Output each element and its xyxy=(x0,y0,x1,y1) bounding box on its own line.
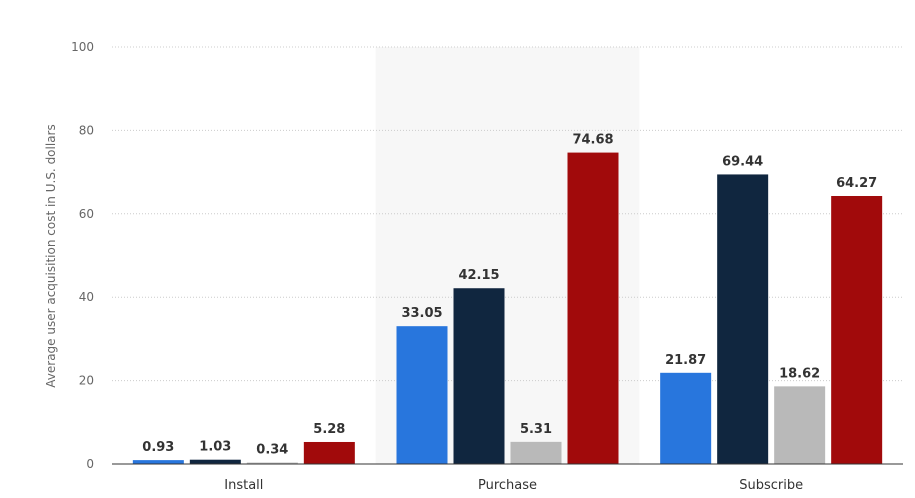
data-label-purchase-series-3: 5.31 xyxy=(520,422,552,437)
data-label-subscribe-series-1: 21.87 xyxy=(665,353,706,368)
bar-purchase-series-1[interactable] xyxy=(396,326,448,464)
bar-install-series-4[interactable] xyxy=(303,441,355,464)
bar-purchase-series-3[interactable] xyxy=(510,441,562,464)
bar-purchase-series-4[interactable] xyxy=(567,152,619,464)
data-labels: 0.93 1.03 0.34 5.28 33.05 42.15 5.31 74.68 21.87… xyxy=(142,133,877,458)
bar-subscribe-series-2[interactable] xyxy=(717,174,769,465)
data-label-install-series-4: 5.28 xyxy=(313,422,345,437)
x-tick-label-subscribe: Subscribe xyxy=(739,478,803,493)
y-tick-label-100: 100 xyxy=(71,40,94,54)
data-label-subscribe-series-3: 18.62 xyxy=(779,366,820,381)
y-axis-label: Average user acquisition cost in U.S. do… xyxy=(44,124,58,387)
data-label-install-series-2: 1.03 xyxy=(199,440,231,455)
bar-subscribe-series-3[interactable] xyxy=(774,386,826,464)
y-tick-label-0: 0 xyxy=(86,457,94,471)
data-label-purchase-series-1: 33.05 xyxy=(401,306,442,321)
data-label-install-series-1: 0.93 xyxy=(142,440,174,455)
data-label-subscribe-series-2: 69.44 xyxy=(722,154,763,169)
data-label-purchase-series-2: 42.15 xyxy=(458,268,499,283)
bar-install-series-2[interactable] xyxy=(189,459,241,464)
x-tick-label-install: Install xyxy=(224,478,263,493)
bar-purchase-series-2[interactable] xyxy=(453,288,505,464)
bar-install-series-3[interactable] xyxy=(246,462,298,464)
data-label-subscribe-series-4: 64.27 xyxy=(836,176,877,191)
axes: 0 20 40 60 80 100 Install Purchase Subscribe xyxy=(71,40,903,493)
y-tick-label-40: 40 xyxy=(79,290,94,304)
bar-install-series-1[interactable] xyxy=(132,460,184,464)
y-tick-label-80: 80 xyxy=(79,123,94,137)
data-label-purchase-series-4: 74.68 xyxy=(572,133,613,148)
y-tick-label-20: 20 xyxy=(79,374,94,388)
x-tick-label-purchase: Purchase xyxy=(478,478,537,493)
data-label-install-series-3: 0.34 xyxy=(256,443,288,458)
bar-subscribe-series-4[interactable] xyxy=(831,195,883,465)
bars xyxy=(132,152,883,465)
y-tick-label-60: 60 xyxy=(79,207,94,221)
bar-subscribe-series-1[interactable] xyxy=(660,372,712,464)
